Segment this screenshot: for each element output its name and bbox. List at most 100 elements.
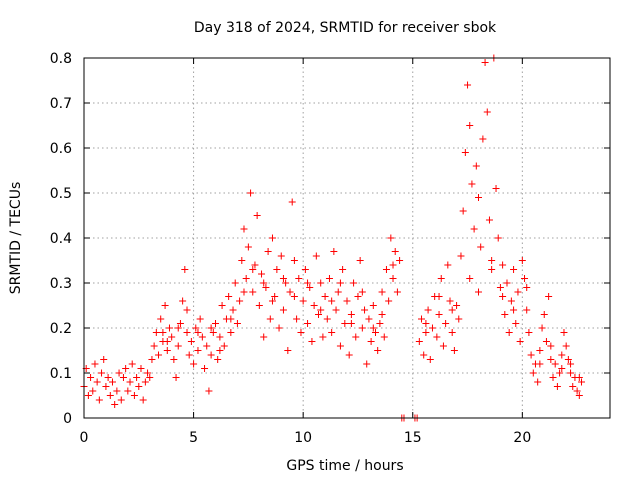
data-point xyxy=(475,194,482,201)
data-point xyxy=(130,392,138,399)
data-point xyxy=(117,396,125,404)
data-point xyxy=(317,306,325,314)
data-point xyxy=(525,329,533,336)
data-point xyxy=(420,351,428,359)
data-point xyxy=(273,266,281,273)
data-point xyxy=(453,302,461,309)
data-point xyxy=(538,324,546,332)
data-point xyxy=(304,279,312,287)
data-point xyxy=(279,306,287,314)
data-point xyxy=(227,329,235,336)
axis-ticks xyxy=(83,57,610,419)
data-point xyxy=(299,297,307,305)
data-point xyxy=(84,392,92,399)
data-point xyxy=(179,297,187,305)
data-point xyxy=(503,279,511,287)
y-tick-labels: 0 0.1 0.2 0.3 0.4 0.5 0.6 0.7 0.8 xyxy=(50,51,72,427)
data-point xyxy=(492,185,500,192)
chart-title: Day 318 of 2024, SRMTID for receiver sbo… xyxy=(194,20,497,36)
data-point xyxy=(124,387,132,395)
data-point xyxy=(157,315,165,323)
data-point xyxy=(387,234,395,242)
data-point xyxy=(553,383,561,390)
data-point xyxy=(277,252,285,260)
data-point xyxy=(505,329,513,336)
data-point xyxy=(146,374,154,381)
data-point xyxy=(450,347,458,354)
data-point xyxy=(216,333,224,341)
data-point xyxy=(312,252,320,260)
data-point xyxy=(194,347,202,354)
data-point xyxy=(356,257,364,264)
y-tick-label: 0.5 xyxy=(50,186,72,202)
data-point xyxy=(321,293,329,300)
data-point xyxy=(521,275,529,282)
data-point xyxy=(218,302,226,309)
data-point xyxy=(382,266,390,273)
data-point xyxy=(251,261,259,269)
data-point xyxy=(494,234,502,242)
data-point xyxy=(290,257,298,264)
data-point xyxy=(87,374,95,381)
y-tick-label: 0.2 xyxy=(50,321,72,337)
data-point xyxy=(293,315,301,323)
data-point xyxy=(95,396,103,404)
data-point xyxy=(558,351,566,359)
data-point xyxy=(488,257,496,264)
data-point xyxy=(100,356,108,363)
data-point xyxy=(564,356,572,363)
data-point xyxy=(336,342,344,350)
data-point xyxy=(198,333,206,341)
data-point xyxy=(556,369,564,377)
data-point xyxy=(144,369,152,377)
data-point xyxy=(446,297,454,305)
data-point xyxy=(448,329,456,336)
data-point xyxy=(345,351,353,359)
data-point xyxy=(262,284,270,291)
data-point xyxy=(547,342,555,350)
data-point xyxy=(323,315,331,323)
data-point xyxy=(170,356,178,363)
data-point xyxy=(433,333,441,341)
data-point xyxy=(545,293,553,300)
data-point xyxy=(196,315,204,323)
data-point xyxy=(253,212,261,219)
data-point xyxy=(488,266,496,273)
data-point xyxy=(573,387,581,395)
data-point xyxy=(150,342,158,350)
data-point xyxy=(374,347,382,354)
data-point xyxy=(271,293,279,300)
data-point xyxy=(514,288,522,296)
data-point xyxy=(501,311,509,318)
data-point xyxy=(367,338,375,345)
data-point xyxy=(428,324,436,332)
data-point xyxy=(102,383,110,390)
data-point xyxy=(220,342,228,350)
data-point xyxy=(347,311,355,318)
data-point xyxy=(369,324,377,332)
data-point xyxy=(137,365,145,372)
data-point xyxy=(108,378,116,386)
data-point xyxy=(301,266,309,273)
data-point xyxy=(363,360,371,368)
data-point xyxy=(133,374,141,381)
data-point xyxy=(499,293,507,300)
data-point xyxy=(284,347,292,354)
data-point xyxy=(187,338,195,345)
data-point xyxy=(93,378,101,386)
data-point xyxy=(391,248,399,255)
data-point xyxy=(481,59,489,66)
data-point xyxy=(352,333,360,341)
data-point xyxy=(389,275,397,282)
data-point xyxy=(212,320,219,327)
data-point xyxy=(201,365,209,372)
data-point xyxy=(240,288,248,296)
data-point xyxy=(426,356,434,363)
data-point xyxy=(336,279,344,287)
data-point xyxy=(558,365,566,372)
data-point xyxy=(260,279,268,287)
data-point xyxy=(510,306,518,314)
data-point xyxy=(192,324,200,332)
data-point xyxy=(560,329,568,336)
data-point xyxy=(209,329,217,336)
